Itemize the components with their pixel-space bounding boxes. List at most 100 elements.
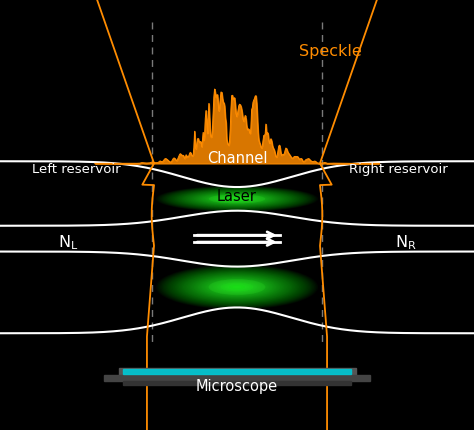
Ellipse shape — [223, 197, 250, 201]
Ellipse shape — [179, 190, 295, 208]
Ellipse shape — [206, 194, 268, 204]
Ellipse shape — [182, 272, 292, 302]
Ellipse shape — [165, 187, 309, 210]
Ellipse shape — [205, 278, 269, 296]
Ellipse shape — [219, 282, 255, 292]
Ellipse shape — [175, 270, 299, 304]
Ellipse shape — [163, 267, 311, 307]
Bar — [123, 369, 351, 374]
Ellipse shape — [183, 190, 291, 208]
Ellipse shape — [218, 196, 256, 202]
Ellipse shape — [194, 275, 280, 299]
Ellipse shape — [157, 265, 317, 309]
Ellipse shape — [202, 193, 272, 205]
Ellipse shape — [233, 198, 241, 200]
Ellipse shape — [199, 276, 275, 298]
Ellipse shape — [178, 270, 296, 304]
Ellipse shape — [195, 276, 279, 298]
Ellipse shape — [226, 284, 248, 290]
Ellipse shape — [169, 268, 304, 306]
Ellipse shape — [232, 286, 242, 289]
Ellipse shape — [198, 193, 276, 205]
Text: Microscope: Microscope — [196, 380, 278, 394]
Ellipse shape — [186, 190, 288, 207]
Ellipse shape — [192, 275, 282, 299]
Bar — [123, 381, 351, 385]
Ellipse shape — [222, 283, 252, 291]
Ellipse shape — [168, 188, 306, 210]
Ellipse shape — [159, 186, 315, 212]
Ellipse shape — [187, 191, 287, 207]
Ellipse shape — [213, 195, 261, 203]
Ellipse shape — [205, 194, 269, 204]
Ellipse shape — [207, 194, 267, 204]
Ellipse shape — [180, 190, 294, 208]
Ellipse shape — [223, 283, 250, 291]
Ellipse shape — [195, 192, 279, 206]
Ellipse shape — [209, 279, 265, 295]
Ellipse shape — [229, 285, 245, 289]
Ellipse shape — [228, 197, 246, 200]
Ellipse shape — [191, 191, 283, 206]
Ellipse shape — [203, 278, 271, 296]
Ellipse shape — [203, 194, 271, 204]
Ellipse shape — [184, 273, 290, 301]
Ellipse shape — [186, 273, 288, 301]
Ellipse shape — [161, 266, 313, 308]
Ellipse shape — [214, 195, 260, 203]
Ellipse shape — [201, 277, 273, 297]
Ellipse shape — [156, 264, 318, 310]
Ellipse shape — [190, 274, 284, 300]
Ellipse shape — [196, 276, 277, 298]
Ellipse shape — [229, 197, 245, 200]
Ellipse shape — [225, 197, 249, 201]
Ellipse shape — [207, 279, 267, 295]
Ellipse shape — [182, 190, 292, 208]
Ellipse shape — [202, 277, 272, 297]
Text: N$_\mathsf{L}$: N$_\mathsf{L}$ — [58, 233, 78, 252]
Ellipse shape — [173, 270, 301, 304]
Ellipse shape — [188, 273, 286, 301]
Ellipse shape — [188, 191, 286, 207]
Text: Laser: Laser — [217, 189, 257, 204]
Ellipse shape — [171, 188, 303, 209]
Ellipse shape — [179, 271, 295, 303]
Bar — [118, 368, 356, 375]
Ellipse shape — [226, 197, 248, 201]
Ellipse shape — [230, 198, 244, 200]
Ellipse shape — [232, 198, 242, 200]
Ellipse shape — [221, 283, 253, 292]
Ellipse shape — [229, 197, 245, 200]
Ellipse shape — [176, 270, 298, 304]
Ellipse shape — [230, 285, 244, 289]
Ellipse shape — [159, 265, 315, 309]
Ellipse shape — [234, 198, 240, 200]
Ellipse shape — [187, 273, 287, 301]
Ellipse shape — [183, 272, 291, 302]
Ellipse shape — [234, 286, 240, 288]
Ellipse shape — [163, 187, 311, 211]
Ellipse shape — [164, 267, 310, 307]
Ellipse shape — [221, 196, 253, 202]
Text: Speckle: Speckle — [299, 44, 361, 59]
Ellipse shape — [190, 191, 284, 206]
Ellipse shape — [178, 189, 296, 209]
Ellipse shape — [164, 187, 310, 211]
Ellipse shape — [233, 286, 241, 288]
Ellipse shape — [206, 278, 268, 296]
Ellipse shape — [167, 267, 307, 307]
Ellipse shape — [221, 283, 253, 292]
Ellipse shape — [156, 186, 318, 212]
Ellipse shape — [214, 281, 260, 293]
Ellipse shape — [210, 280, 264, 295]
Ellipse shape — [160, 187, 314, 211]
Bar — [104, 375, 370, 381]
Ellipse shape — [191, 274, 283, 300]
Ellipse shape — [219, 196, 255, 202]
Ellipse shape — [222, 197, 252, 201]
Ellipse shape — [211, 195, 263, 203]
Ellipse shape — [215, 281, 259, 293]
Ellipse shape — [221, 196, 253, 202]
Ellipse shape — [165, 267, 309, 307]
Ellipse shape — [218, 282, 256, 292]
